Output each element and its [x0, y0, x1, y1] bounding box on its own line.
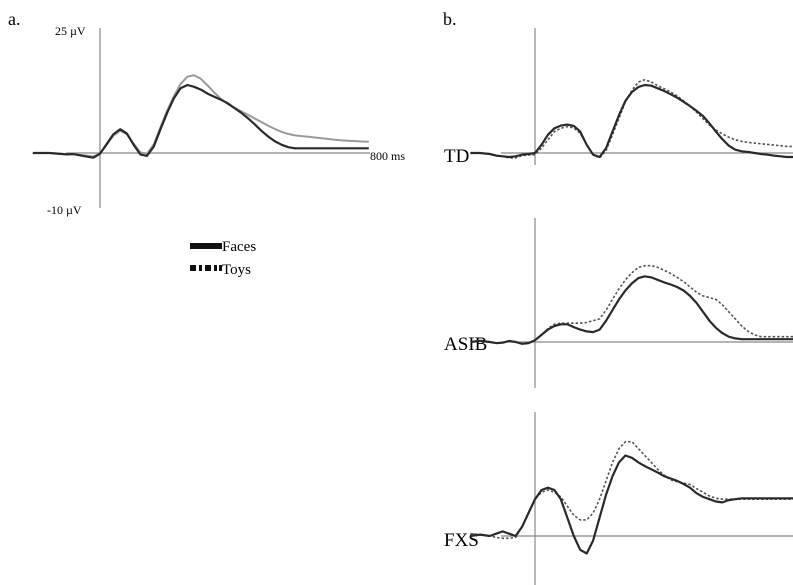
panel-a-series-toys — [32, 74, 369, 158]
fxs-plot — [470, 440, 793, 555]
panel-a-series-faces — [32, 83, 369, 159]
panel-a-y-top-label: 25 µV — [55, 24, 86, 38]
legend-toys-label: Toys — [222, 262, 251, 278]
legend: Faces Toys — [190, 239, 256, 278]
panel-a-y-bottom-label: -10 µV — [47, 203, 82, 217]
panel-b-label: b. — [443, 9, 457, 29]
legend-faces-swatch — [190, 243, 222, 249]
panel-a-x-end-label: 800 ms — [370, 149, 405, 163]
fxs-series-faces — [470, 454, 793, 555]
panel-a-label: a. — [8, 9, 21, 29]
group-label-td: TD — [444, 146, 469, 167]
td-plot — [470, 78, 793, 159]
panel-a-plot — [32, 74, 369, 159]
legend-toys-swatch — [190, 265, 222, 271]
td-series-faces — [470, 83, 793, 159]
group-label-asib: ASIB — [444, 334, 487, 355]
asib-series-toys — [470, 264, 793, 345]
legend-faces-label: Faces — [222, 239, 256, 255]
asib-series-faces — [470, 275, 793, 345]
group-label-fxs: FXS — [444, 530, 479, 551]
asib-plot — [470, 264, 793, 345]
fxs-series-toys — [470, 440, 793, 540]
td-series-toys — [470, 78, 793, 159]
